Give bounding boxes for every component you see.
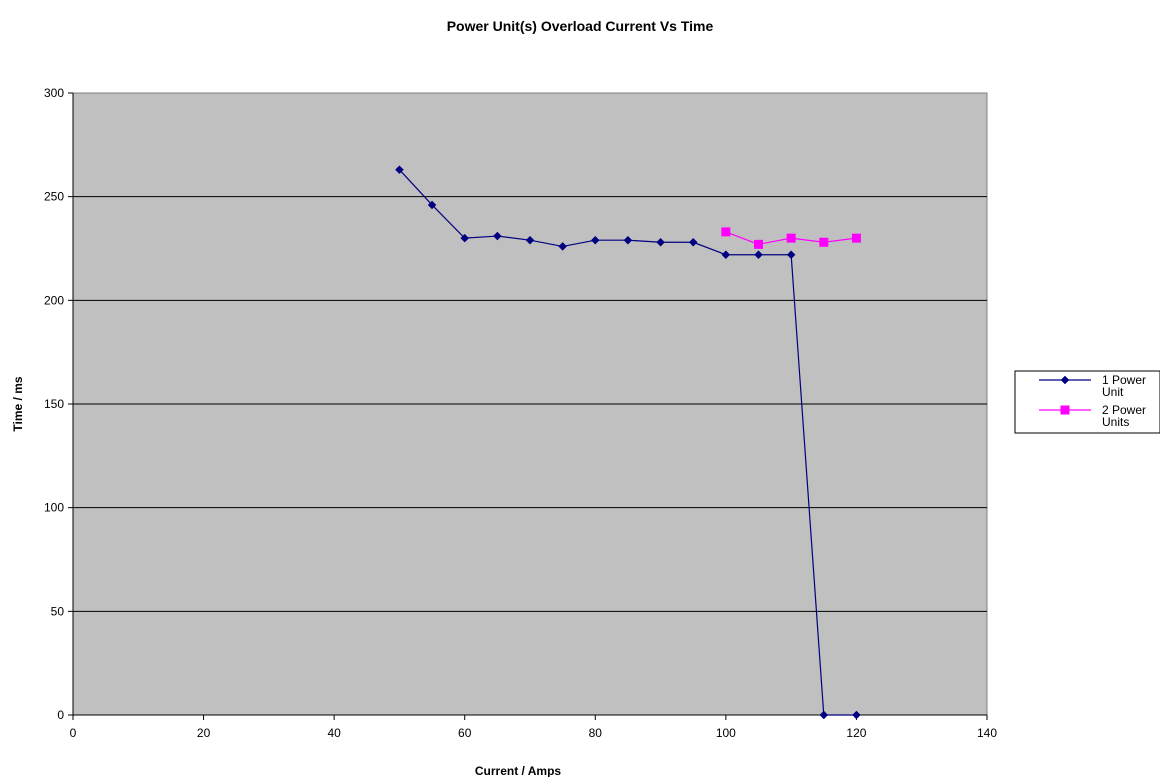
grid-lines xyxy=(73,196,987,612)
x-axis-title: Current / Amps xyxy=(475,764,562,777)
y-tick-label: 200 xyxy=(44,293,64,307)
y-tick-label: 300 xyxy=(44,86,64,100)
y-tick-label: 250 xyxy=(44,190,64,204)
legend-label-line: Unit xyxy=(1102,385,1124,399)
y-axis-title: Time / ms xyxy=(11,376,25,431)
legend-label-line: Units xyxy=(1102,415,1129,429)
legend-marker xyxy=(1060,375,1070,385)
chart-title: Power Unit(s) Overload Current Vs Time xyxy=(447,18,714,34)
y-tick-label: 100 xyxy=(44,501,64,515)
series-layer xyxy=(395,165,861,720)
data-point xyxy=(558,242,567,251)
series-1 xyxy=(395,165,861,720)
series-2 xyxy=(721,227,861,249)
y-tick-label: 0 xyxy=(57,708,64,722)
y-tick-label: 50 xyxy=(51,604,65,618)
legend-marker xyxy=(1060,405,1070,415)
legend-box xyxy=(1014,370,1160,434)
data-point xyxy=(395,165,404,175)
x-tick-label: 20 xyxy=(197,726,211,740)
x-tick-label: 120 xyxy=(846,726,866,740)
legend-label: 2 Power Units xyxy=(1102,403,1146,429)
data-point xyxy=(525,235,535,245)
data-point xyxy=(754,239,763,249)
data-point xyxy=(721,250,731,260)
data-point xyxy=(721,227,731,237)
data-point xyxy=(819,237,829,247)
legend-label-line: 2 Power xyxy=(1102,403,1146,417)
legend-item-2: 2 Power Units xyxy=(1039,403,1146,429)
x-tick-label: 0 xyxy=(70,726,77,740)
x-tick-label: 100 xyxy=(716,726,736,740)
x-tick-label: 60 xyxy=(458,726,472,740)
legend: 1 Power Unit 2 Power Units xyxy=(1014,370,1160,434)
x-tick-label: 80 xyxy=(589,726,603,740)
data-point xyxy=(852,710,861,720)
legend-label: 1 Power Unit xyxy=(1102,373,1146,399)
data-point xyxy=(851,233,861,243)
x-tick-label: 40 xyxy=(327,726,341,740)
data-point xyxy=(623,235,633,245)
legend-item-1: 1 Power Unit xyxy=(1039,373,1146,399)
legend-label-line: 1 Power xyxy=(1102,373,1146,387)
data-point xyxy=(819,710,829,720)
data-point xyxy=(590,235,600,245)
data-point xyxy=(460,233,470,243)
data-point xyxy=(493,231,502,241)
x-tick-label: 140 xyxy=(977,726,997,740)
data-point xyxy=(786,250,796,260)
data-point xyxy=(688,237,698,247)
data-point xyxy=(656,237,665,247)
data-point xyxy=(754,250,763,260)
data-point xyxy=(786,233,796,243)
y-tick-label: 150 xyxy=(44,397,64,411)
data-point xyxy=(427,200,437,210)
